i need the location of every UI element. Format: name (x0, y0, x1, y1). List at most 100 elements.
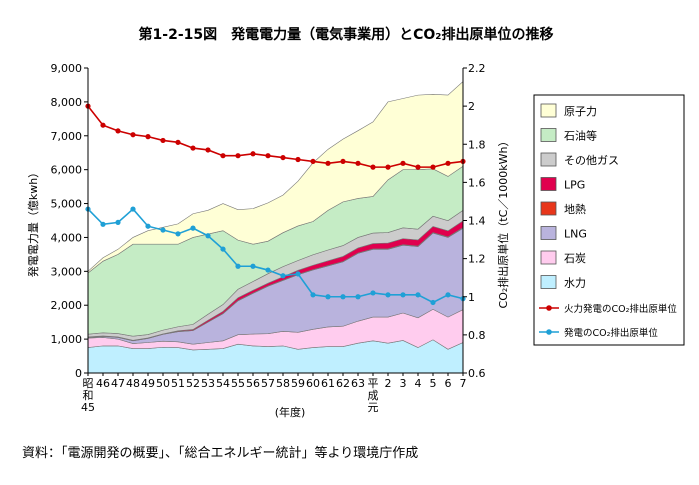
x-tick-label: 54 (216, 377, 230, 390)
x-tick-label: 4 (415, 377, 422, 390)
legend-label: 発電のCO₂排出原単位 (564, 327, 658, 339)
legend-swatch (540, 250, 557, 265)
line-point-0-4 (145, 134, 151, 140)
x-tick-label: 52 (186, 377, 200, 390)
legend-swatch (540, 103, 557, 118)
line-point-0-8 (205, 147, 211, 153)
right-tick-label: 1.2 (468, 253, 486, 266)
legend-swatch (540, 177, 557, 191)
left-axis-label: 発電電力量（億kwh） (26, 167, 40, 277)
x-tick-label: 50 (156, 377, 170, 390)
line-point-0-14 (295, 156, 301, 163)
line-point-0-12 (265, 153, 271, 159)
line-point-0-21 (400, 160, 406, 166)
x-tick-label: 2 (385, 377, 392, 390)
chart-title: 第1-2-15図 発電電力量（電気事業用）とCO₂排出原単位の推移 (139, 26, 554, 43)
legend-label: 地熱 (564, 203, 586, 216)
right-axis-label: CO₂排出原単位（tC／1000kWh） (496, 136, 510, 309)
legend-label: LPG (564, 179, 585, 192)
x-tick-label: 45 (81, 401, 95, 414)
legend-label: 石炭 (564, 252, 586, 265)
line-point-0-7 (190, 145, 196, 151)
left-tick-label: 3,000 (51, 265, 83, 278)
right-tick-label: 1.6 (468, 176, 486, 189)
line-point-0-24 (445, 160, 451, 166)
legend-label: LNG (564, 228, 587, 241)
right-tick-label: 1.8 (468, 138, 486, 151)
x-tick-label: 5 (430, 377, 437, 390)
x-tick-label: 61 (321, 377, 335, 390)
line-point-1-10 (235, 263, 241, 269)
line-point-1-11 (250, 263, 256, 269)
x-tick-label: 47 (111, 377, 125, 390)
line-point-1-17 (340, 294, 346, 300)
line-point-1-21 (400, 292, 406, 298)
line-point-0-20 (385, 164, 391, 170)
right-tick-label: 0.8 (468, 329, 486, 342)
x-tick-label: 46 (96, 377, 110, 390)
legend-marker (546, 305, 552, 311)
x-tick-label: 昭 (83, 377, 94, 390)
x-tick-label: 62 (336, 377, 350, 390)
line-point-1-4 (145, 223, 151, 229)
legend-swatch (540, 128, 557, 142)
legend-label: その他ガス (564, 154, 619, 167)
right-tick-label: 2 (468, 100, 475, 113)
left-tick-label: 9,000 (51, 62, 83, 75)
line-point-1-2 (115, 219, 121, 226)
line-point-0-6 (175, 139, 181, 145)
line-point-0-2 (115, 128, 121, 134)
legend-marker (546, 329, 552, 335)
line-point-1-16 (325, 294, 331, 300)
right-tick-label: 2.2 (468, 62, 486, 75)
x-tick-label: 48 (126, 377, 140, 390)
line-point-1-6 (175, 231, 181, 237)
legend-label: 水力 (564, 277, 586, 290)
line-point-1-9 (220, 246, 226, 252)
line-point-1-24 (445, 292, 451, 298)
line-point-1-1 (100, 221, 106, 227)
line-point-0-13 (280, 154, 286, 161)
line-point-0-15 (310, 158, 316, 165)
left-tick-label: 5,000 (51, 198, 83, 211)
x-tick-label: 57 (261, 377, 275, 390)
line-point-1-5 (160, 227, 166, 233)
line-point-0-22 (415, 164, 421, 170)
x-tick-label: 59 (291, 377, 305, 390)
x-tick-label: 元 (368, 401, 379, 414)
x-tick-label: 7 (460, 377, 467, 390)
line-point-0-23 (430, 164, 436, 170)
source-note: 資料：「電源開発の概要」、「総合エネルギー統計」等より環境庁作成 (22, 445, 418, 461)
line-point-0-3 (130, 132, 136, 138)
line-point-0-9 (220, 153, 226, 159)
line-point-1-20 (385, 292, 391, 298)
legend-box (533, 94, 685, 346)
legend-label: 石油等 (564, 129, 597, 143)
line-point-0-19 (370, 164, 376, 170)
line-point-1-22 (415, 292, 421, 298)
x-tick-label: 成 (368, 389, 379, 402)
line-point-1-12 (265, 267, 271, 273)
legend-swatch (540, 226, 557, 240)
x-tick-label: 60 (306, 377, 320, 390)
legend-swatch (540, 201, 557, 216)
line-point-1-13 (280, 273, 286, 279)
x-tick-label: 3 (400, 377, 407, 390)
lines (85, 103, 466, 306)
right-tick-label: 1.4 (468, 215, 486, 228)
right-tick-label: 0.6 (468, 367, 486, 380)
line-point-0-17 (340, 158, 346, 165)
x-tick-label: 49 (141, 377, 155, 390)
left-tick-label: 2,000 (51, 299, 83, 312)
line-point-0-1 (100, 122, 106, 128)
legend-swatch (540, 275, 557, 289)
line-point-0-10 (235, 153, 241, 159)
line-point-1-14 (295, 271, 301, 277)
x-tick-label: 55 (231, 377, 245, 390)
line-point-0-11 (250, 151, 256, 157)
x-tick-label: 58 (276, 377, 290, 390)
left-tick-label: 4,000 (51, 231, 83, 244)
line-point-0-18 (355, 160, 361, 166)
